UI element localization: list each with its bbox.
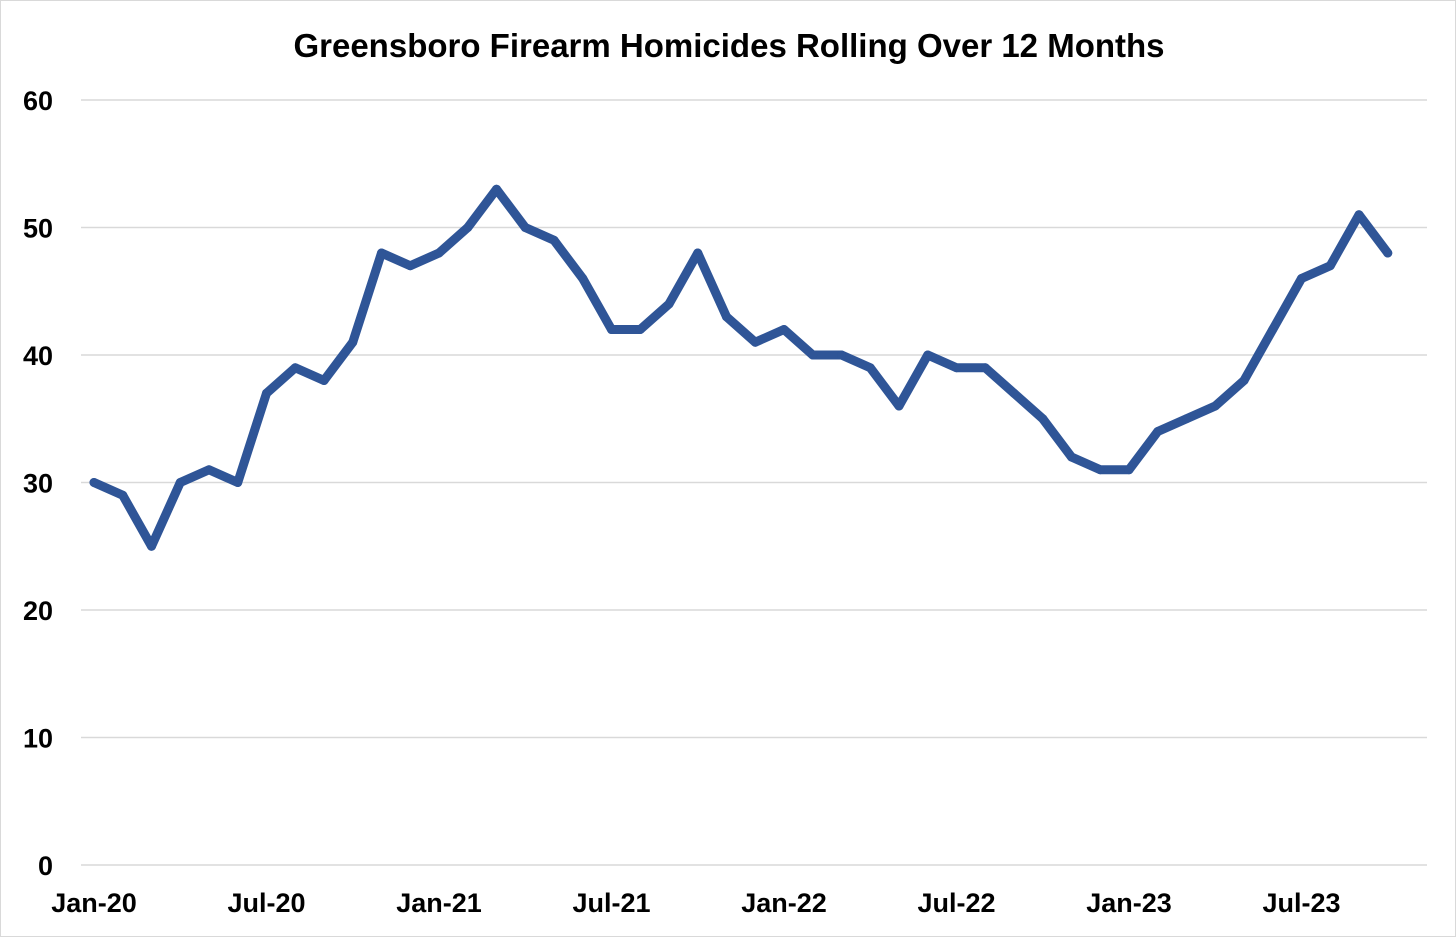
y-tick-label: 60: [23, 86, 53, 116]
data-point: [664, 299, 674, 309]
data-point: [578, 274, 588, 283]
y-tick-label: 20: [23, 596, 53, 626]
data-point: [1297, 274, 1306, 283]
y-tick-label: 10: [23, 724, 53, 754]
data-point: [923, 350, 933, 360]
data-point: [405, 261, 415, 271]
data-point: [1182, 414, 1191, 424]
data-point: [175, 478, 185, 487]
data-point: [894, 401, 904, 411]
data-point: [262, 388, 271, 398]
x-tick-label: Jul-23: [1262, 888, 1340, 918]
data-point: [1153, 427, 1163, 436]
data-point: [1009, 388, 1019, 398]
y-tick-label: 50: [23, 214, 53, 244]
data-point: [1383, 248, 1393, 258]
data-point: [118, 490, 128, 500]
data-point: [1210, 401, 1220, 411]
data-point: [377, 248, 386, 258]
data-point: [1268, 325, 1278, 334]
gridlines: [81, 99, 1427, 866]
data-point: [147, 541, 156, 551]
x-tick-label: Jan-23: [1086, 888, 1172, 918]
y-tick-label: 40: [23, 341, 53, 371]
data-point: [434, 248, 444, 258]
data-point: [750, 337, 760, 347]
data-point: [520, 223, 530, 232]
x-tick-label: Jan-22: [741, 888, 827, 918]
data-point: [607, 325, 616, 334]
data-point: [808, 350, 818, 360]
data-point: [1325, 261, 1335, 271]
x-tick-label: Jul-22: [917, 888, 995, 918]
data-point: [722, 312, 731, 322]
x-tick-label: Jul-20: [227, 888, 305, 918]
data-point: [1067, 452, 1076, 462]
data-point: [779, 325, 789, 334]
x-tick-label: Jan-20: [51, 888, 137, 918]
data-point: [837, 350, 846, 360]
data-point: [1354, 210, 1364, 220]
y-axis-tick-labels: 0 10 20 30 40 50 60: [23, 86, 53, 881]
data-point: [1124, 465, 1134, 475]
y-tick-label: 0: [38, 851, 53, 881]
x-tick-label: Jan-21: [396, 888, 482, 918]
data-point: [693, 248, 703, 258]
data-point: [952, 363, 961, 373]
data-point: [348, 337, 358, 347]
data-point: [290, 363, 300, 373]
data-point: [980, 363, 990, 373]
data-point: [549, 235, 559, 245]
data-point: [635, 325, 645, 334]
series-line: [89, 184, 1393, 551]
chart-title: Greensboro Firearm Homicides Rolling Ove…: [293, 27, 1164, 64]
data-point: [233, 478, 243, 487]
series-group: [89, 184, 1393, 551]
x-axis-tick-labels: Jan-20 Jul-20 Jan-21 Jul-21 Jan-22 Jul-22 Jan-…: [51, 888, 1340, 918]
data-point: [463, 223, 473, 232]
x-tick-label: Jul-21: [572, 888, 650, 918]
data-point: [89, 478, 99, 487]
data-point: [1095, 465, 1105, 475]
data-point: [319, 376, 329, 385]
data-point: [204, 465, 214, 475]
y-tick-label: 30: [23, 469, 53, 499]
data-point: [1038, 414, 1048, 424]
data-point: [1239, 376, 1249, 385]
data-point: [865, 363, 875, 373]
data-point: [492, 184, 501, 194]
